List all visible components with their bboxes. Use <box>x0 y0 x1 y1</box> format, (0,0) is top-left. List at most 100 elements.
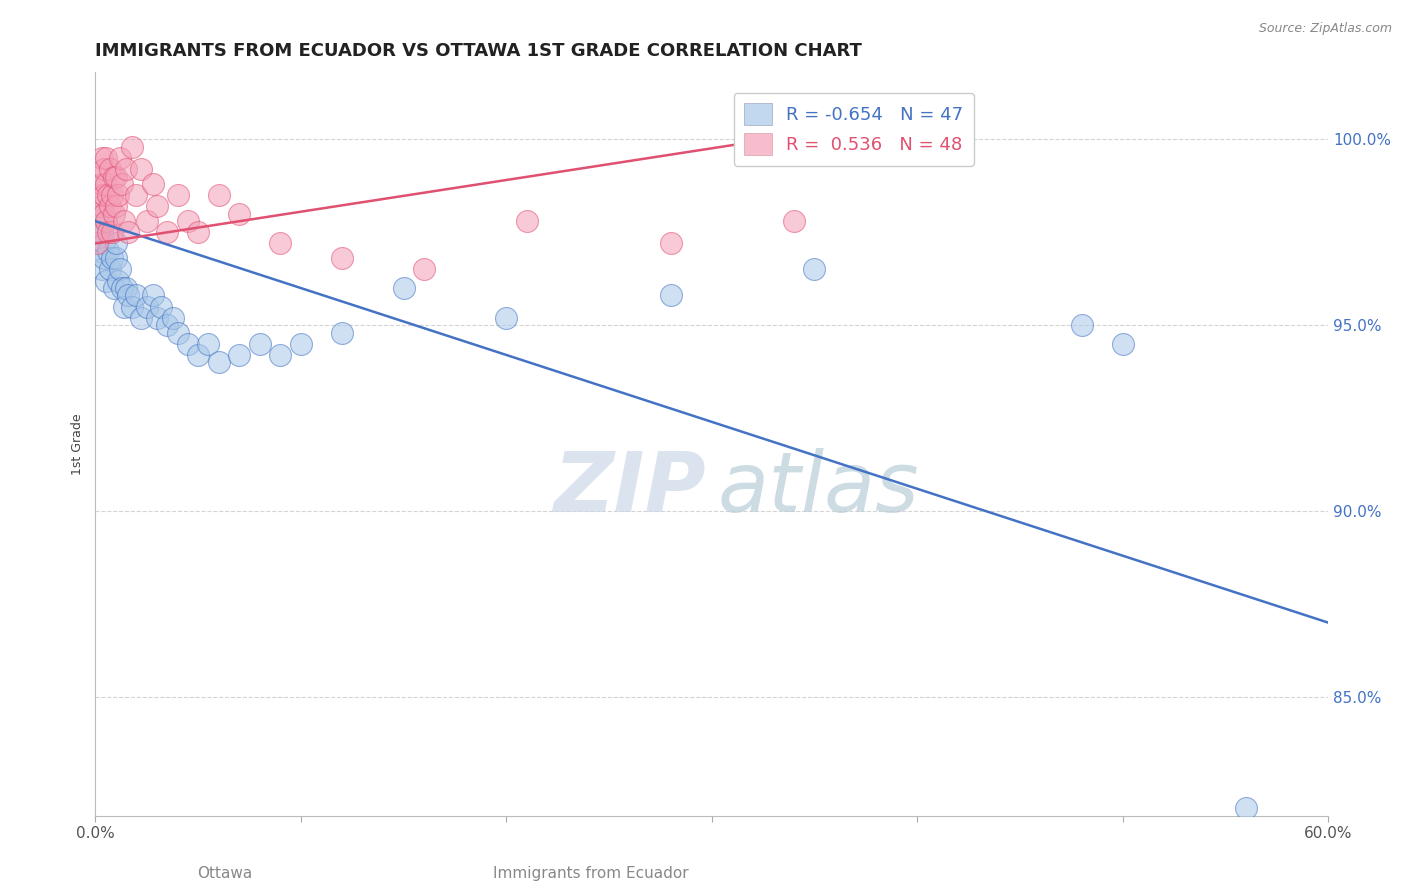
Point <box>94 151 117 165</box>
Point <box>135 300 157 314</box>
Point <box>125 188 148 202</box>
Point <box>135 214 157 228</box>
Legend: R = -0.654   N = 47, R =  0.536   N = 48: R = -0.654 N = 47, R = 0.536 N = 48 <box>734 93 974 166</box>
Point <box>104 236 127 251</box>
Point <box>90 225 112 239</box>
Point <box>97 188 120 202</box>
Text: Immigrants from Ecuador: Immigrants from Ecuador <box>492 866 689 881</box>
Point <box>197 336 219 351</box>
Point <box>146 310 169 325</box>
Point <box>93 162 115 177</box>
Point <box>107 274 129 288</box>
Point <box>121 140 143 154</box>
Point <box>90 151 112 165</box>
Point <box>89 169 111 184</box>
Point <box>112 300 135 314</box>
Point <box>97 244 120 258</box>
Point <box>86 236 108 251</box>
Point <box>93 207 115 221</box>
Point <box>783 214 806 228</box>
Point <box>101 225 124 239</box>
Point <box>269 236 291 251</box>
Point <box>103 281 125 295</box>
Point <box>330 326 353 340</box>
Point <box>803 262 825 277</box>
Point <box>94 214 117 228</box>
Text: Source: ZipAtlas.com: Source: ZipAtlas.com <box>1258 22 1392 36</box>
Point <box>150 300 173 314</box>
Point <box>290 336 312 351</box>
Text: ZIP: ZIP <box>553 449 706 529</box>
Point <box>104 199 127 213</box>
Point <box>659 288 682 302</box>
Point <box>269 348 291 362</box>
Y-axis label: 1st Grade: 1st Grade <box>72 413 84 475</box>
Point <box>129 310 152 325</box>
Point <box>101 252 124 266</box>
Point <box>117 225 139 239</box>
Point <box>330 252 353 266</box>
Point <box>97 225 120 239</box>
Point <box>166 326 188 340</box>
Point <box>156 318 179 333</box>
Point <box>90 262 112 277</box>
Point <box>104 252 127 266</box>
Text: IMMIGRANTS FROM ECUADOR VS OTTAWA 1ST GRADE CORRELATION CHART: IMMIGRANTS FROM ECUADOR VS OTTAWA 1ST GR… <box>96 42 862 60</box>
Point <box>125 288 148 302</box>
Point <box>103 169 125 184</box>
Text: Ottawa: Ottawa <box>197 866 253 881</box>
Point <box>108 151 131 165</box>
Point <box>93 236 115 251</box>
Point <box>1070 318 1092 333</box>
Text: atlas: atlas <box>718 449 920 529</box>
Point <box>121 300 143 314</box>
Point <box>93 252 115 266</box>
Point <box>90 199 112 213</box>
Point <box>207 188 229 202</box>
Point <box>107 188 129 202</box>
Point <box>659 236 682 251</box>
Point <box>1111 336 1133 351</box>
Point <box>98 199 121 213</box>
Point <box>162 310 184 325</box>
Point <box>112 214 135 228</box>
Point <box>177 336 200 351</box>
Point <box>89 244 111 258</box>
Point <box>86 207 108 221</box>
Point <box>108 262 131 277</box>
Point <box>413 262 436 277</box>
Point <box>177 214 200 228</box>
Point <box>101 188 124 202</box>
Point <box>111 281 134 295</box>
Point <box>516 214 538 228</box>
Point <box>103 207 125 221</box>
Point <box>249 336 271 351</box>
Point <box>1234 801 1257 815</box>
Point <box>94 214 117 228</box>
Point <box>89 188 111 202</box>
Point <box>187 348 209 362</box>
Point <box>146 199 169 213</box>
Point <box>115 162 138 177</box>
Point <box>94 274 117 288</box>
Point <box>89 225 111 239</box>
Point <box>392 281 415 295</box>
Point <box>207 355 229 369</box>
Point <box>142 288 165 302</box>
Point <box>115 281 138 295</box>
Point <box>98 262 121 277</box>
Point <box>90 177 112 191</box>
Point <box>129 162 152 177</box>
Point <box>104 169 127 184</box>
Point <box>89 207 111 221</box>
Point <box>228 207 250 221</box>
Point <box>166 188 188 202</box>
Point <box>187 225 209 239</box>
Point <box>228 348 250 362</box>
Point <box>86 225 108 239</box>
Point <box>111 177 134 191</box>
Point <box>142 177 165 191</box>
Point <box>117 288 139 302</box>
Point <box>93 188 115 202</box>
Point <box>98 162 121 177</box>
